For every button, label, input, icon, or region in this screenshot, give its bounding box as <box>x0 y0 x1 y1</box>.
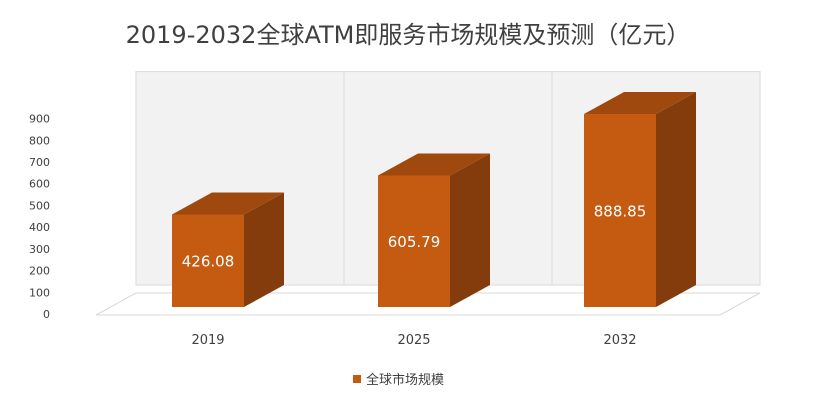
y-tick-label: 700 <box>29 156 50 169</box>
x-tick-label: 2019 <box>191 333 224 348</box>
x-tick-label: 2025 <box>397 333 430 348</box>
data-label: 888.85 <box>594 203 647 221</box>
x-axis-category-labels: 2019 2025 2032 <box>191 333 636 348</box>
y-tick-label: 800 <box>29 134 50 147</box>
y-tick-label: 600 <box>29 178 50 191</box>
y-tick-label: 0 <box>43 308 50 321</box>
bar <box>172 214 244 307</box>
bar <box>378 175 450 307</box>
y-tick-label: 100 <box>29 286 50 299</box>
data-label: 426.08 <box>182 253 235 271</box>
y-tick-label: 900 <box>29 113 50 126</box>
y-tick-label: 200 <box>29 265 50 278</box>
y-axis-tick-labels: 0 100 200 300 400 500 600 700 800 900 <box>29 113 50 321</box>
y-tick-label: 300 <box>29 243 50 256</box>
bar-top <box>378 153 490 176</box>
chart-title: 2019-2032全球ATM即服务市场规模及预测（亿元） <box>126 21 691 49</box>
y-tick-label: 500 <box>29 199 50 212</box>
bar-top <box>584 92 696 115</box>
bars: 426.08 605.79 888.85 <box>172 92 696 307</box>
bar-side <box>244 192 284 307</box>
bar <box>584 114 656 307</box>
legend-swatch <box>353 375 361 383</box>
x-tick-label: 2032 <box>603 333 636 348</box>
bar-side <box>450 153 490 307</box>
data-label: 605.79 <box>388 233 441 251</box>
bar-top <box>172 192 284 215</box>
legend: 全球市场规模 <box>353 372 444 388</box>
y-tick-label: 400 <box>29 221 50 234</box>
legend-label: 全球市场规模 <box>366 372 444 388</box>
bar-side <box>656 92 696 307</box>
